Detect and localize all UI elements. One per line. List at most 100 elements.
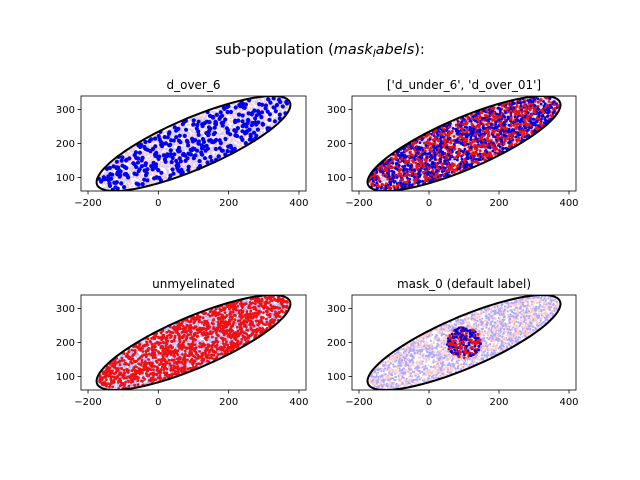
subpopulation-point	[213, 122, 218, 127]
background-point	[110, 163, 113, 166]
background-point	[145, 183, 148, 186]
background-point	[156, 171, 159, 174]
background-point	[278, 107, 281, 110]
background-point	[217, 134, 221, 137]
background-point	[127, 180, 130, 184]
subpopulation-point	[209, 158, 214, 163]
subpopulation-point	[170, 155, 175, 161]
background-point	[250, 118, 254, 121]
subpopulation-point	[233, 133, 238, 138]
subpopulation-point	[137, 150, 142, 155]
subpopulation-point	[256, 120, 261, 125]
subpopulation-point	[268, 100, 273, 105]
background-point	[131, 156, 134, 159]
x-tick-label: 400	[289, 198, 308, 209]
subpopulation-point	[186, 151, 191, 156]
background-point	[234, 139, 237, 142]
subpopulation-point	[174, 158, 179, 164]
subpopulation-point	[143, 162, 148, 168]
background-point	[182, 143, 185, 146]
background-point	[238, 108, 241, 111]
background-point	[231, 126, 234, 129]
subpopulation-point	[200, 137, 206, 142]
subpopulation-point	[218, 110, 223, 115]
subpopulation-point	[122, 185, 127, 190]
background-point	[150, 173, 153, 176]
background-point	[225, 122, 228, 125]
background-point	[231, 120, 234, 123]
background-point	[152, 171, 156, 175]
y-tick-label: 200	[56, 139, 75, 150]
subpopulation-point	[186, 164, 191, 169]
subpopulation-point	[265, 126, 270, 131]
background-point	[187, 132, 191, 135]
background-point	[232, 142, 235, 145]
subpopulation-point	[171, 171, 176, 176]
subpopulation-point	[175, 148, 180, 153]
boundary-ellipse	[95, 96, 292, 191]
subpopulation-point	[186, 143, 191, 148]
subpopulation-point	[175, 165, 180, 171]
background-point	[105, 183, 108, 186]
plot-area	[366, 96, 562, 191]
subpopulation-point	[169, 160, 174, 165]
subpopulation-point	[165, 152, 170, 157]
subpopulation-point	[177, 169, 182, 174]
background-point	[250, 108, 253, 111]
subpopulation-point	[242, 105, 247, 110]
background-point	[200, 118, 203, 121]
background-point	[172, 143, 175, 146]
subpopulation-point	[225, 149, 230, 154]
background-point	[128, 160, 131, 163]
subpopulation-point	[240, 119, 245, 124]
background-point	[194, 142, 197, 145]
background-point	[191, 143, 194, 146]
subpopulation-point	[120, 155, 125, 160]
subpopulation-point	[204, 119, 209, 124]
background-point	[182, 131, 185, 134]
subpopulation-point	[221, 105, 226, 110]
background-point	[223, 115, 226, 118]
background-point	[216, 127, 219, 130]
background-point	[115, 176, 118, 180]
background-point	[271, 123, 274, 127]
background-point	[487, 149, 490, 152]
background-point	[218, 151, 221, 154]
background-point	[268, 124, 271, 127]
subpopulation-point	[163, 159, 168, 164]
subpopulation-point	[200, 122, 205, 127]
subpopulation-point	[111, 164, 116, 169]
background-point	[272, 113, 275, 116]
subpopulation-point	[246, 111, 251, 116]
subpopulation-point	[225, 109, 230, 115]
background-point	[192, 162, 195, 165]
background-point	[165, 147, 168, 150]
background-point	[194, 131, 197, 134]
background-point	[456, 145, 459, 148]
background-point	[148, 174, 151, 177]
subpopulation-point	[220, 113, 225, 118]
subpopulation-point	[217, 116, 222, 121]
background-point	[146, 143, 149, 146]
subpopulation-point	[174, 135, 179, 140]
background-point	[179, 153, 182, 156]
subpopulation-point	[140, 155, 145, 160]
plot-area	[95, 96, 292, 191]
background-point	[124, 154, 128, 157]
background-point	[147, 159, 151, 162]
subpopulation-point	[213, 146, 218, 152]
subpopulation-point	[284, 101, 290, 106]
background-point	[216, 132, 220, 135]
subpopulation-point	[106, 178, 111, 183]
subpopulation-point	[255, 127, 260, 132]
background-point	[201, 116, 204, 119]
subpopulation-point	[218, 141, 223, 146]
background-point	[219, 132, 222, 136]
background-point	[134, 146, 137, 149]
background-point	[243, 117, 246, 120]
subpopulation-point	[136, 168, 141, 174]
subpopulation-point	[214, 137, 219, 142]
